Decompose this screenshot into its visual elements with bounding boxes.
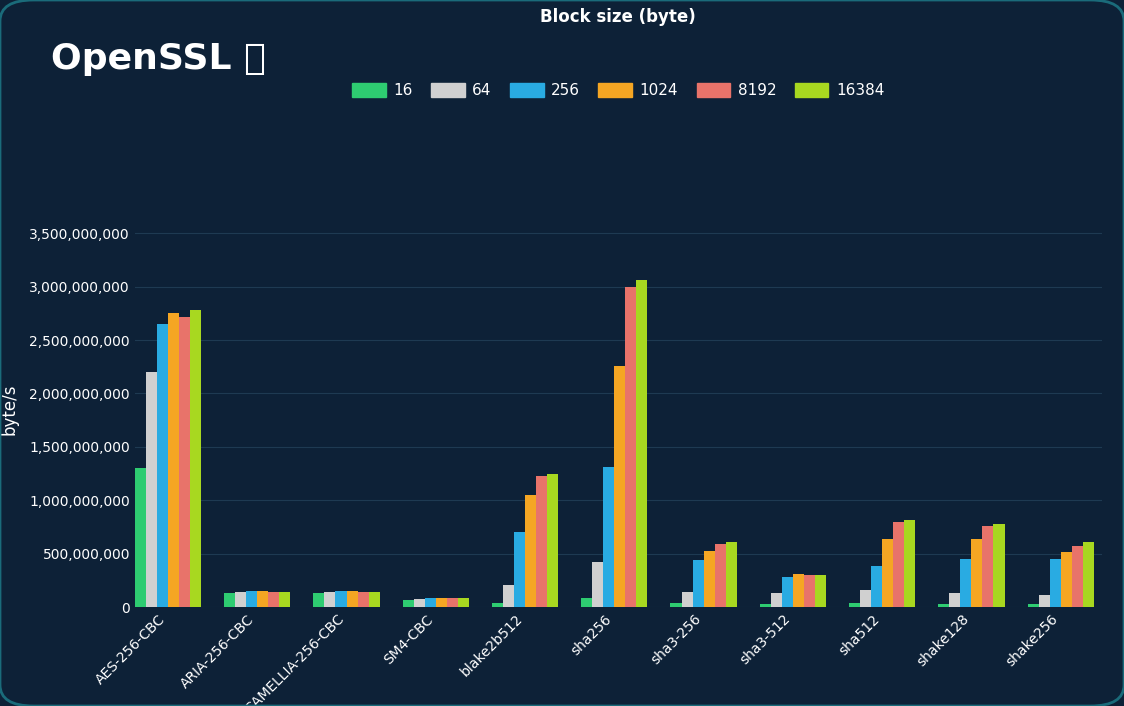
Bar: [335, 591, 346, 607]
Bar: [246, 591, 257, 607]
Bar: [960, 558, 971, 607]
Bar: [314, 593, 325, 607]
Bar: [692, 560, 704, 607]
Bar: [882, 539, 894, 607]
Bar: [157, 324, 167, 607]
Bar: [167, 313, 179, 607]
Bar: [581, 597, 592, 607]
Bar: [1082, 542, 1094, 607]
Text: Block size (byte): Block size (byte): [541, 8, 696, 26]
Bar: [771, 593, 782, 607]
Bar: [447, 599, 457, 607]
Bar: [1061, 551, 1071, 607]
Bar: [792, 574, 804, 607]
Bar: [402, 600, 414, 607]
Bar: [436, 598, 447, 607]
Bar: [235, 592, 246, 607]
Bar: [1027, 604, 1039, 607]
Bar: [904, 520, 915, 607]
Bar: [269, 592, 280, 607]
Y-axis label: byte/s: byte/s: [0, 384, 18, 435]
Bar: [369, 592, 380, 607]
Bar: [346, 591, 357, 607]
Bar: [704, 551, 715, 607]
Bar: [950, 593, 960, 607]
Bar: [457, 599, 469, 607]
Bar: [1071, 546, 1082, 607]
Bar: [671, 603, 681, 607]
Bar: [414, 599, 425, 607]
Bar: [939, 604, 950, 607]
Bar: [190, 310, 201, 607]
Bar: [715, 544, 726, 607]
Bar: [592, 562, 604, 607]
Bar: [815, 575, 826, 607]
Legend: 16, 64, 256, 1024, 8192, 16384: 16, 64, 256, 1024, 8192, 16384: [346, 77, 890, 104]
Bar: [994, 524, 1005, 607]
Text: OpenSSL ⓘ: OpenSSL ⓘ: [51, 42, 265, 76]
Bar: [135, 468, 146, 607]
Bar: [726, 542, 736, 607]
Bar: [849, 603, 860, 607]
Bar: [179, 316, 190, 607]
Bar: [871, 566, 882, 607]
Bar: [1039, 595, 1050, 607]
Bar: [782, 578, 792, 607]
Bar: [146, 372, 157, 607]
Bar: [536, 476, 547, 607]
Bar: [492, 603, 502, 607]
Bar: [357, 592, 369, 607]
Bar: [760, 604, 771, 607]
Bar: [982, 526, 994, 607]
Bar: [525, 495, 536, 607]
Bar: [280, 592, 290, 607]
Bar: [604, 467, 615, 607]
Bar: [625, 287, 636, 607]
Bar: [615, 366, 625, 607]
Bar: [514, 532, 525, 607]
Bar: [547, 474, 559, 607]
Bar: [971, 539, 982, 607]
Bar: [894, 522, 904, 607]
Bar: [1050, 558, 1061, 607]
Bar: [257, 591, 269, 607]
Bar: [636, 280, 647, 607]
Bar: [425, 599, 436, 607]
Bar: [860, 590, 871, 607]
Bar: [502, 585, 514, 607]
Bar: [804, 575, 815, 607]
Bar: [325, 592, 335, 607]
Bar: [681, 592, 692, 607]
Bar: [224, 593, 235, 607]
